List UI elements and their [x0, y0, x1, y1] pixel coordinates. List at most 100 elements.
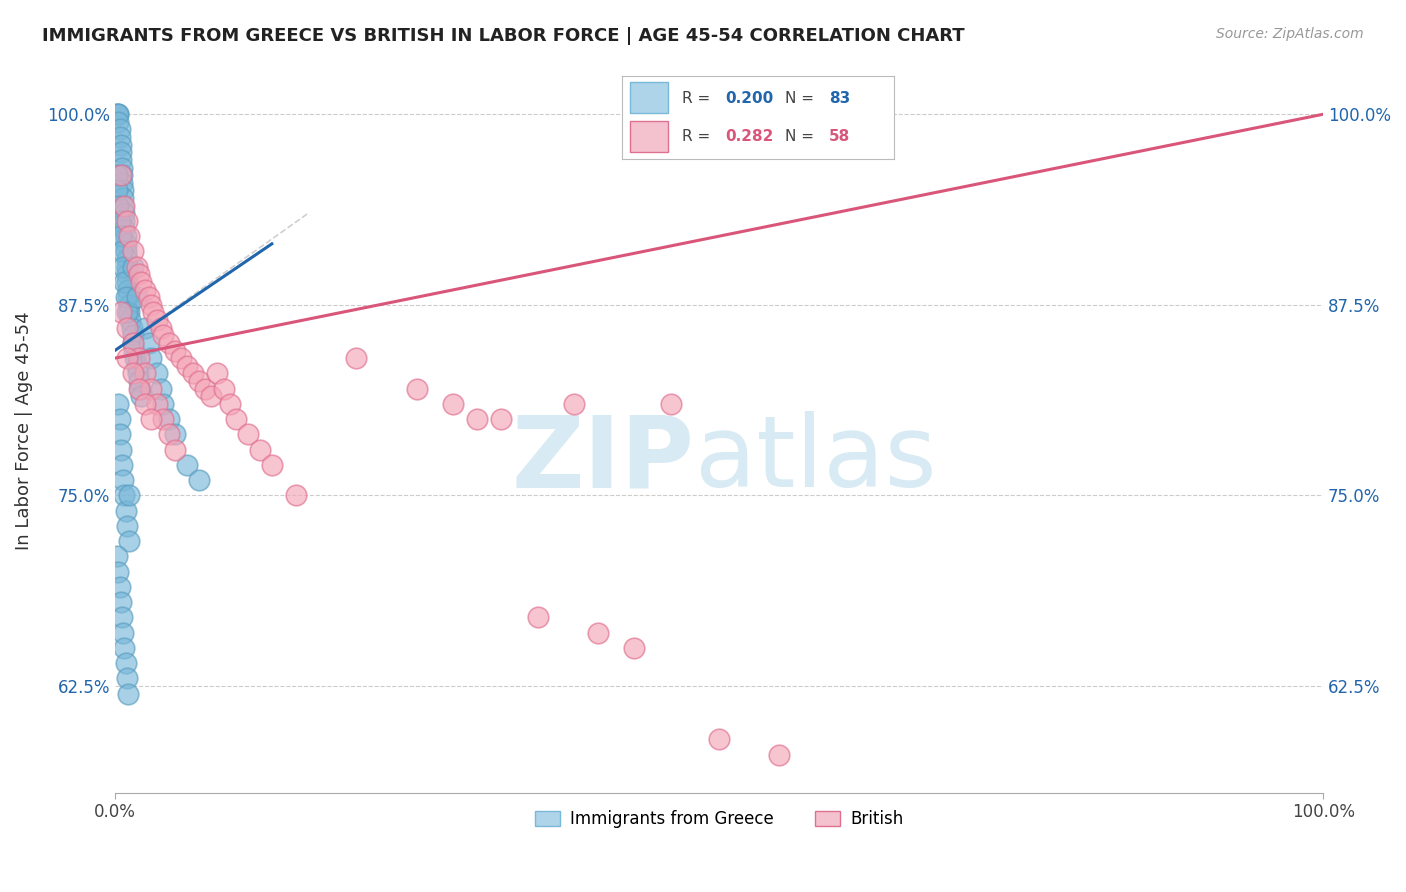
Point: [157, 335, 180, 350]
Point: [110, 442, 132, 457]
Point: [526, 610, 548, 624]
Point: [405, 382, 427, 396]
Point: [122, 328, 145, 343]
Point: [110, 153, 132, 167]
Point: [236, 427, 259, 442]
Point: [108, 214, 131, 228]
Point: [465, 412, 488, 426]
Point: [659, 397, 682, 411]
Y-axis label: In Labor Force | Age 45-54: In Labor Force | Age 45-54: [15, 311, 32, 549]
Point: [118, 298, 141, 312]
Point: [117, 290, 139, 304]
Point: [441, 397, 464, 411]
Point: [118, 305, 141, 319]
Point: [285, 488, 308, 502]
Point: [207, 367, 229, 381]
Point: [146, 397, 169, 411]
Point: [112, 488, 135, 502]
Point: [165, 442, 187, 457]
Point: [111, 161, 134, 175]
Point: [122, 244, 145, 259]
Point: [112, 214, 135, 228]
Point: [117, 687, 139, 701]
Point: [121, 320, 143, 334]
Point: [346, 351, 368, 366]
Point: [134, 320, 156, 334]
Point: [125, 359, 148, 373]
Point: [114, 503, 136, 517]
Point: [110, 595, 132, 609]
Point: [118, 488, 141, 502]
Point: [149, 382, 172, 396]
Point: [170, 351, 193, 366]
Point: [107, 107, 129, 121]
Point: [146, 367, 169, 381]
Point: [139, 382, 162, 396]
Point: [131, 389, 153, 403]
Point: [111, 176, 134, 190]
Point: [128, 382, 150, 396]
Point: [491, 412, 513, 426]
Point: [108, 122, 131, 136]
Point: [131, 275, 153, 289]
Point: [107, 107, 129, 121]
Point: [225, 412, 247, 426]
Point: [188, 374, 211, 388]
Point: [122, 335, 145, 350]
Point: [110, 229, 132, 244]
Point: [110, 168, 132, 182]
Point: [139, 298, 162, 312]
Point: [128, 374, 150, 388]
Point: [110, 305, 132, 319]
Point: [138, 290, 160, 304]
Point: [105, 549, 128, 564]
Point: [127, 367, 149, 381]
Point: [152, 328, 174, 343]
Point: [110, 137, 132, 152]
Point: [105, 168, 128, 182]
Point: [125, 260, 148, 274]
Point: [107, 397, 129, 411]
Point: [128, 351, 150, 366]
Point: [115, 671, 138, 685]
Point: [122, 343, 145, 358]
Point: [165, 343, 187, 358]
Point: [129, 382, 152, 396]
Point: [623, 640, 645, 655]
Point: [108, 412, 131, 426]
Point: [115, 305, 138, 319]
Point: [194, 382, 217, 396]
Point: [134, 283, 156, 297]
Point: [111, 244, 134, 259]
Point: [152, 397, 174, 411]
Point: [107, 565, 129, 579]
Point: [122, 367, 145, 381]
Point: [149, 320, 172, 334]
Point: [768, 747, 790, 762]
Point: [139, 412, 162, 426]
Point: [124, 351, 146, 366]
Point: [115, 252, 138, 266]
Point: [114, 236, 136, 251]
Point: [112, 260, 135, 274]
Point: [142, 305, 165, 319]
Point: [134, 367, 156, 381]
Point: [110, 145, 132, 160]
Point: [138, 335, 160, 350]
Point: [107, 199, 129, 213]
Point: [117, 283, 139, 297]
Point: [115, 214, 138, 228]
Point: [112, 275, 135, 289]
Point: [108, 580, 131, 594]
Point: [105, 107, 128, 121]
Point: [128, 268, 150, 282]
Point: [212, 382, 235, 396]
Point: [114, 229, 136, 244]
Point: [108, 427, 131, 442]
Point: [112, 184, 135, 198]
Point: [112, 199, 135, 213]
Point: [120, 313, 142, 327]
Point: [707, 732, 730, 747]
Point: [146, 313, 169, 327]
Point: [115, 268, 138, 282]
